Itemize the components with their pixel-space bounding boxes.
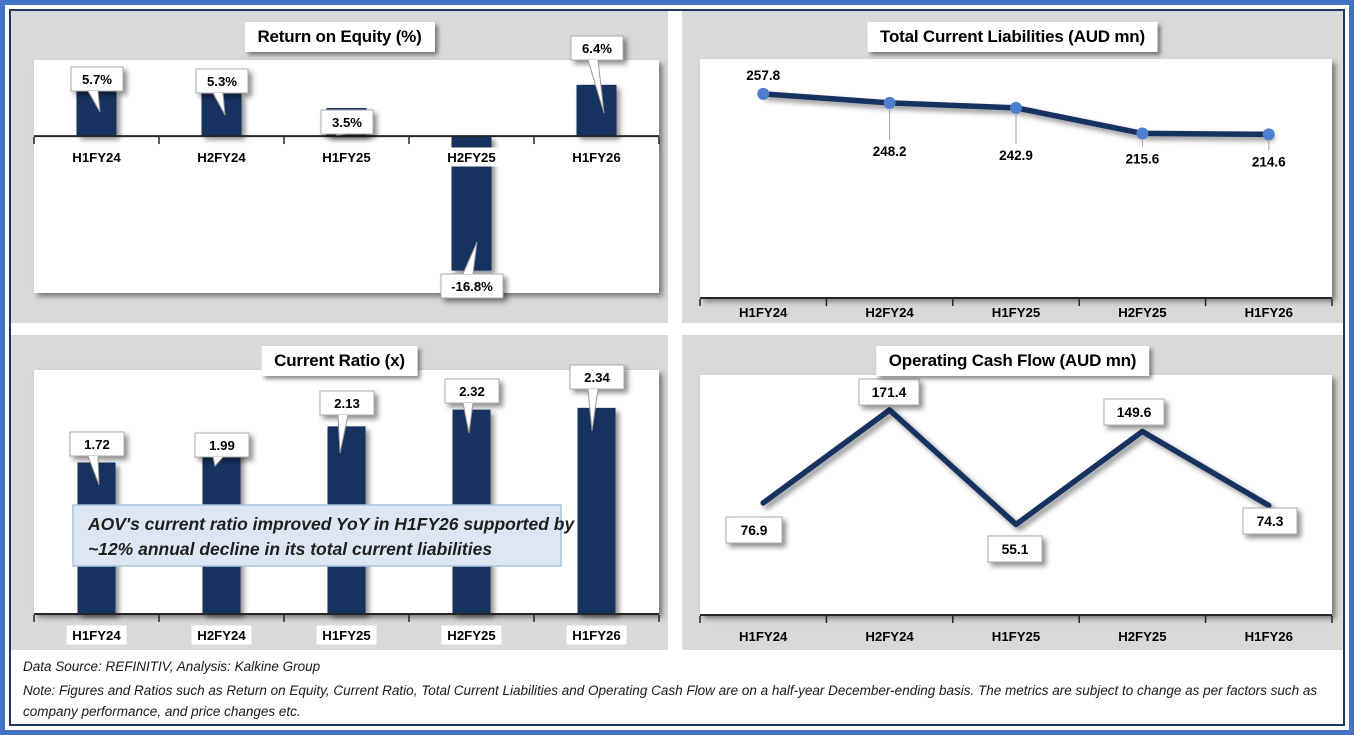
svg-text:H1FY25: H1FY25 bbox=[992, 305, 1040, 320]
svg-text:H1FY24: H1FY24 bbox=[72, 150, 121, 165]
svg-text:257.8: 257.8 bbox=[746, 68, 780, 83]
svg-text:H1FY24: H1FY24 bbox=[72, 628, 121, 643]
panel-current-ratio: Current Ratio (x) H1FY24 H2FY24 H1FY25 H2FY… bbox=[11, 335, 668, 650]
svg-text:H2FY24: H2FY24 bbox=[865, 629, 914, 644]
svg-text:H2FY24: H2FY24 bbox=[197, 628, 246, 643]
svg-text:2.34: 2.34 bbox=[584, 370, 610, 385]
svg-text:H1FY25: H1FY25 bbox=[322, 150, 370, 165]
svg-text:H2FY25: H2FY25 bbox=[1118, 629, 1166, 644]
svg-text:1.72: 1.72 bbox=[84, 437, 110, 452]
svg-text:AOV's current ratio improved Y: AOV's current ratio improved YoY in H1FY… bbox=[87, 514, 575, 534]
ocf-chart-canvas: H1FY24 H2FY24 H1FY25 H2FY25 H1FY26 76.9 171.4 5… bbox=[699, 375, 1333, 644]
svg-text:-16.8%: -16.8% bbox=[451, 279, 493, 294]
svg-text:H1FY26: H1FY26 bbox=[1245, 305, 1293, 320]
svg-text:171.4: 171.4 bbox=[872, 385, 907, 400]
current-ratio-chart-canvas: H1FY24 H2FY24 H1FY25 H2FY25 H1FY26 AOV's curr… bbox=[33, 364, 660, 645]
svg-text:H2FY25: H2FY25 bbox=[447, 628, 495, 643]
svg-text:1.99: 1.99 bbox=[209, 438, 235, 453]
roe-chart-title: Return on Equity (%) bbox=[244, 22, 435, 52]
svg-text:55.1: 55.1 bbox=[1002, 542, 1029, 557]
panel-operating-cash-flow: Operating Cash Flow (AUD mn) H1FY24 H2FY2… bbox=[682, 335, 1343, 650]
svg-text:H1FY26: H1FY26 bbox=[572, 628, 620, 643]
svg-text:H2FY24: H2FY24 bbox=[865, 305, 914, 320]
svg-text:H2FY25: H2FY25 bbox=[1118, 305, 1166, 320]
svg-text:242.9: 242.9 bbox=[999, 148, 1033, 163]
svg-text:215.6: 215.6 bbox=[1126, 151, 1160, 166]
report-inner-border: Return on Equity (%) H1FY24 H2FY24 H1FY25 H… bbox=[9, 9, 1345, 726]
tcl-chart-canvas: H1FY24 H2FY24 H1FY25 H2FY25 H1FY26 257.8 248.2… bbox=[699, 59, 1333, 320]
current-ratio-chart-title: Current Ratio (x) bbox=[261, 346, 418, 376]
svg-text:H1FY25: H1FY25 bbox=[322, 628, 370, 643]
svg-text:76.9: 76.9 bbox=[741, 523, 768, 538]
tcl-chart-title: Total Current Liabilities (AUD mn) bbox=[867, 22, 1158, 52]
svg-text:5.7%: 5.7% bbox=[82, 72, 112, 87]
svg-text:2.13: 2.13 bbox=[334, 396, 360, 411]
svg-text:149.6: 149.6 bbox=[1117, 405, 1152, 420]
svg-text:2.32: 2.32 bbox=[459, 384, 485, 399]
svg-text:5.3%: 5.3% bbox=[207, 74, 237, 89]
panel-return-on-equity: Return on Equity (%) H1FY24 H2FY24 H1FY25 H… bbox=[11, 11, 668, 323]
panel-total-current-liabilities: Total Current Liabilities (AUD mn) H1FY2… bbox=[682, 11, 1343, 323]
ocf-chart-title: Operating Cash Flow (AUD mn) bbox=[875, 346, 1150, 376]
svg-text:74.3: 74.3 bbox=[1257, 514, 1284, 529]
svg-text:H2FY24: H2FY24 bbox=[197, 150, 246, 165]
svg-text:H1FY25: H1FY25 bbox=[992, 629, 1040, 644]
roe-chart-canvas: H1FY24 H2FY24 H1FY25 H2FY25 H1FY26 5.7% 5.3% 3.… bbox=[33, 35, 660, 299]
svg-text:6.4%: 6.4% bbox=[582, 41, 612, 56]
svg-text:~12% annual decline in its tot: ~12% annual decline in its total current… bbox=[88, 539, 492, 559]
data-source-line: Data Source: REFINITIV, Analysis: Kalkin… bbox=[23, 659, 321, 674]
svg-text:248.2: 248.2 bbox=[873, 144, 907, 159]
svg-text:3.5%: 3.5% bbox=[332, 115, 362, 130]
svg-text:214.6: 214.6 bbox=[1252, 154, 1286, 169]
note-line: Note: Figures and Ratios such as Return … bbox=[23, 683, 1318, 719]
footer-notes: Data Source: REFINITIV, Analysis: Kalkin… bbox=[11, 650, 1343, 724]
svg-text:H1FY26: H1FY26 bbox=[1245, 629, 1293, 644]
svg-text:H1FY24: H1FY24 bbox=[739, 305, 788, 320]
svg-text:H1FY26: H1FY26 bbox=[572, 150, 620, 165]
svg-text:H1FY24: H1FY24 bbox=[739, 629, 788, 644]
svg-text:H2FY25: H2FY25 bbox=[447, 150, 495, 165]
